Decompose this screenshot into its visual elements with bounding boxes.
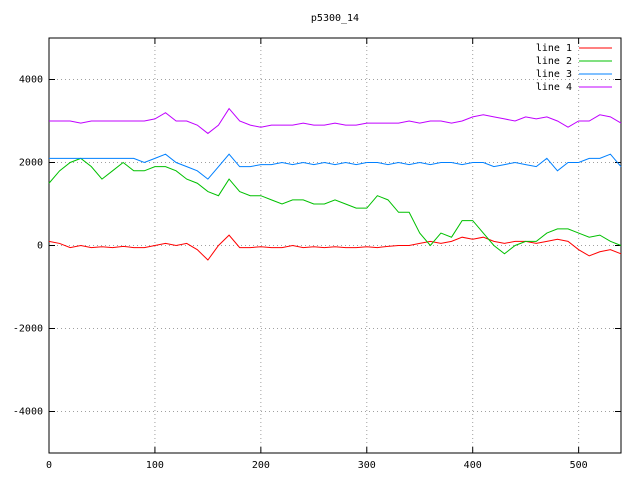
legend-label: line 3 bbox=[536, 69, 572, 80]
x-tick-label: 0 bbox=[46, 460, 52, 471]
line-series bbox=[49, 107, 622, 135]
legend-label: line 4 bbox=[536, 82, 572, 93]
chart-title: p5300_14 bbox=[311, 13, 359, 24]
x-tick-label: 500 bbox=[570, 460, 588, 471]
line-series bbox=[49, 153, 622, 180]
x-tick-label: 100 bbox=[146, 460, 164, 471]
x-tick-label: 200 bbox=[252, 460, 270, 471]
y-tick-label: -2000 bbox=[13, 324, 43, 335]
y-tick-label: 0 bbox=[37, 241, 43, 252]
x-tick-label: 400 bbox=[464, 460, 482, 471]
x-tick-label: 300 bbox=[358, 460, 376, 471]
y-tick-label: 2000 bbox=[19, 158, 43, 169]
y-tick-label: -4000 bbox=[13, 407, 43, 418]
legend-label: line 2 bbox=[536, 56, 572, 67]
line-series bbox=[48, 157, 622, 255]
legend-label: line 1 bbox=[536, 43, 572, 54]
y-tick-label: 4000 bbox=[19, 75, 43, 86]
